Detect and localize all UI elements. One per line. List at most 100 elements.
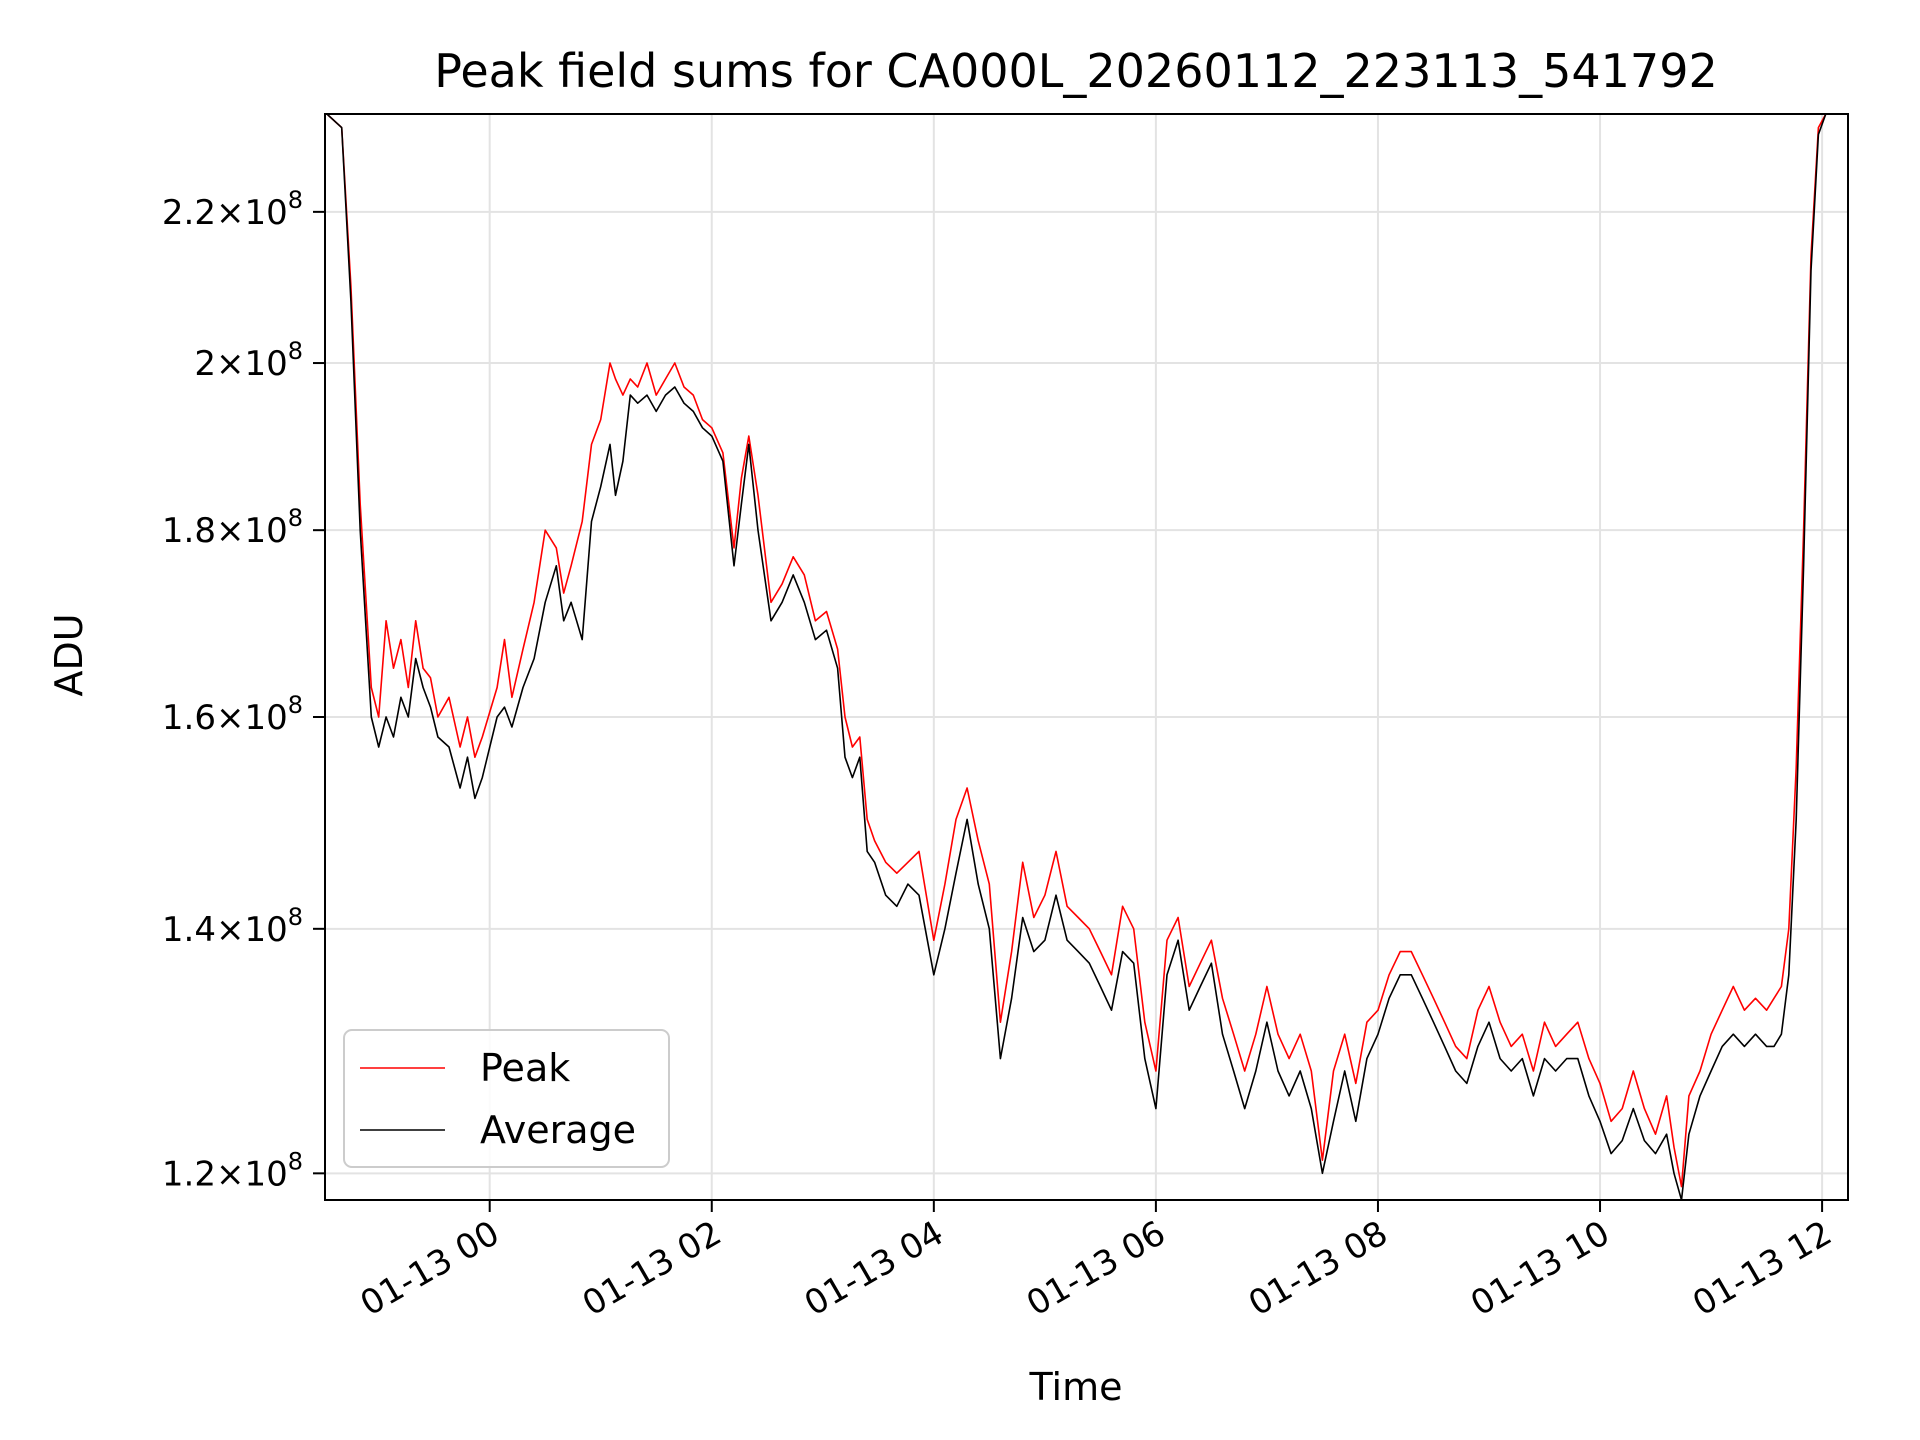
data-point-peak [1766, 1009, 1768, 1011]
data-point-peak [400, 639, 402, 641]
data-point-average [944, 928, 946, 930]
data-point-average [1421, 997, 1423, 999]
data-point-average [1299, 1070, 1301, 1072]
data-point-peak [1788, 928, 1790, 930]
data-point-average [1099, 986, 1101, 987]
data-point-peak [504, 639, 505, 641]
data-point-peak [1199, 962, 1201, 964]
data-point-peak [1477, 1009, 1479, 1011]
y-tick-label: 1.6×108 [162, 691, 303, 738]
data-point-peak [1255, 1033, 1257, 1035]
data-point-average [826, 629, 827, 631]
data-point-peak [1817, 127, 1819, 129]
data-point-average [422, 687, 424, 688]
data-point-peak [896, 872, 898, 874]
data-point-peak [1111, 974, 1112, 976]
data-point-peak [1288, 1058, 1290, 1060]
data-point-peak [474, 756, 476, 758]
data-point-peak [733, 547, 735, 549]
data-point-average [988, 928, 990, 930]
data-point-peak [1699, 1070, 1701, 1072]
data-point-average [370, 716, 372, 718]
data-point-peak [459, 746, 461, 748]
data-point-peak [674, 362, 676, 364]
data-point-average [1577, 1058, 1579, 1060]
data-point-average [1795, 818, 1797, 820]
data-point-peak [792, 556, 794, 558]
data-point-peak [851, 746, 853, 748]
data-point-average [955, 872, 957, 874]
data-point-average [792, 574, 794, 576]
data-point-peak [1466, 1058, 1468, 1060]
data-point-average [918, 894, 920, 896]
data-point-average [533, 658, 535, 660]
data-point-peak [1344, 1033, 1346, 1035]
data-point-average [674, 386, 676, 388]
data-point-average [740, 503, 742, 505]
data-point-average [885, 894, 887, 896]
data-point-average [570, 601, 572, 603]
data-point-average [1773, 1045, 1775, 1047]
data-point-average [1780, 1033, 1782, 1035]
data-point-average [1177, 939, 1179, 941]
data-point-average [1155, 1108, 1157, 1110]
data-point-average [1488, 1021, 1490, 1023]
data-point-peak [1673, 1146, 1675, 1148]
data-point-peak [533, 601, 535, 603]
data-point-average [591, 520, 592, 522]
data-point-average [1033, 951, 1035, 953]
data-point-peak [430, 677, 431, 679]
data-point-average [629, 394, 631, 396]
data-point-average [748, 443, 750, 445]
data-point-average [637, 402, 639, 404]
series-line-average [326, 114, 1827, 1200]
data-point-average [803, 601, 805, 603]
data-point-average [407, 716, 409, 718]
data-point-average [1444, 1045, 1446, 1047]
data-point-average [1532, 1095, 1534, 1097]
data-point-peak [609, 362, 611, 364]
data-point-peak [1188, 986, 1190, 987]
data-point-average [1732, 1033, 1734, 1035]
data-point-peak [1155, 1070, 1157, 1072]
data-point-average [1310, 1108, 1312, 1110]
data-point-peak [814, 620, 816, 622]
data-point-peak [1621, 1108, 1623, 1110]
data-point-average [837, 667, 839, 669]
data-point-peak [1210, 939, 1212, 941]
data-point-peak [385, 620, 387, 622]
data-point-peak [1721, 1009, 1723, 1011]
data-point-average [1111, 1009, 1112, 1011]
data-point-peak [1544, 1021, 1545, 1023]
data-point-average [350, 300, 352, 302]
data-point-average [1688, 1133, 1690, 1135]
data-point-average [1710, 1070, 1712, 1072]
data-point-peak [1510, 1045, 1512, 1047]
data-point-peak [874, 840, 876, 842]
data-point-peak [1732, 986, 1734, 987]
data-point-average [814, 639, 816, 641]
data-point-peak [1355, 1082, 1357, 1084]
data-point-average [1233, 1070, 1235, 1072]
data-point-average [1466, 1082, 1468, 1084]
data-point-peak [1444, 1021, 1446, 1023]
data-point-average [1377, 1033, 1379, 1035]
data-point-peak [1244, 1070, 1246, 1072]
data-point-average [1088, 962, 1090, 964]
data-point-peak [622, 394, 624, 396]
data-point-peak [422, 667, 424, 669]
data-point-peak [1555, 1045, 1557, 1047]
data-point-peak [918, 850, 920, 852]
data-point-average [1399, 974, 1401, 976]
data-point-peak [1588, 1058, 1590, 1060]
data-point-average [385, 716, 387, 718]
data-point-peak [866, 818, 868, 820]
data-point-average [1288, 1095, 1290, 1097]
data-point-average [665, 394, 666, 396]
data-point-average [1122, 951, 1124, 953]
data-point-average [522, 687, 524, 688]
data-point-average [459, 787, 461, 789]
data-point-peak [359, 503, 361, 505]
data-point-peak [378, 716, 380, 718]
data-point-average [511, 726, 513, 728]
